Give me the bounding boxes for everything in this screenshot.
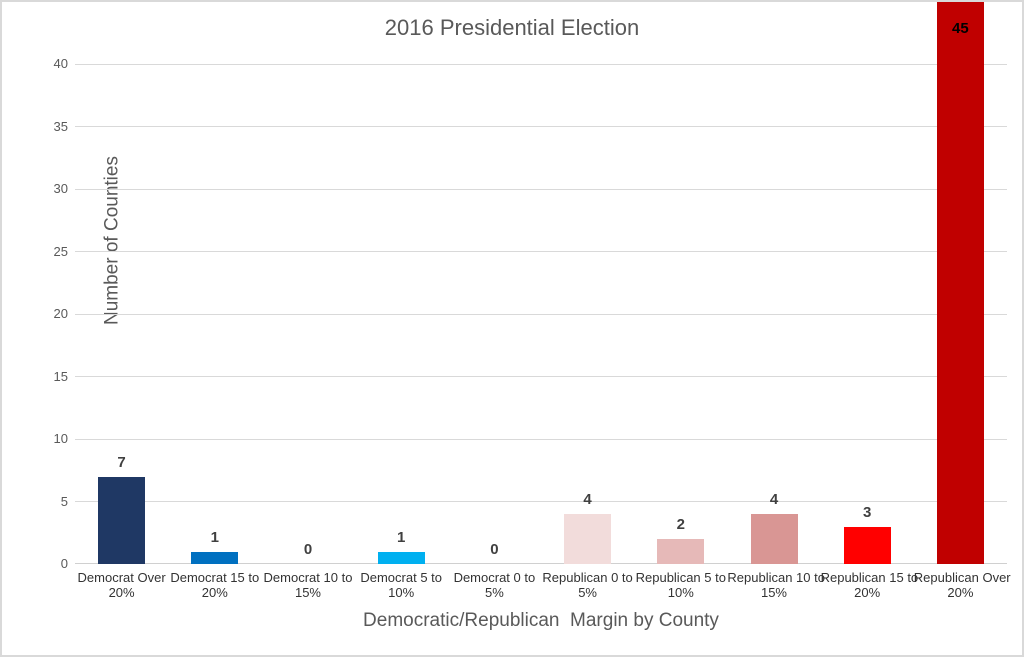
category-label: Republican 15 to 20% <box>820 570 919 600</box>
category-label-line: 20% <box>947 585 974 600</box>
category-label-line: Democrat 0 to <box>453 570 536 585</box>
category-label-line: 10% <box>388 585 415 600</box>
y-tick-label: 5 <box>60 493 68 509</box>
category-label-line: Republican 10 to <box>727 570 825 585</box>
y-tick-label: 15 <box>53 368 68 384</box>
bar-value-label: 1 <box>397 528 406 546</box>
bar <box>377 551 425 564</box>
x-axis-title: Democratic/Republican Margin by County <box>363 610 719 631</box>
y-tick-label: 40 <box>53 56 68 72</box>
bar <box>657 539 705 564</box>
category-label-line: 20% <box>854 585 881 600</box>
category-label-line: 5% <box>578 585 597 600</box>
category-label-line: Democrat 15 to <box>170 570 260 585</box>
bar <box>191 551 239 564</box>
y-tick-label: 20 <box>53 306 68 322</box>
category-label: Republican 0 to 5% <box>541 570 634 600</box>
category-label-line: Republican 5 to <box>635 570 726 585</box>
bar <box>564 514 612 564</box>
category-label-line: 15% <box>760 585 787 600</box>
bar <box>98 476 146 564</box>
y-tick-label: 30 <box>53 181 68 197</box>
bar <box>750 514 798 564</box>
gridline <box>75 126 1007 128</box>
category-label: Republican Over 20% <box>913 570 1011 600</box>
category-label: Democrat 10 to 15% <box>261 570 354 600</box>
y-tick-label: 35 <box>53 118 68 134</box>
bar <box>936 2 984 564</box>
gridline <box>75 501 1007 503</box>
category-label: Democrat Over 20% <box>75 570 168 600</box>
bar <box>843 526 891 564</box>
y-tick-label: 25 <box>53 243 68 259</box>
category-label-line: 5% <box>484 585 504 600</box>
y-tick-label: 0 <box>60 556 68 571</box>
category-label-line: 15% <box>294 585 321 600</box>
category-label: Democrat 0 to 5% <box>448 570 541 600</box>
bar-value-label: 3 <box>863 503 872 521</box>
bar-value-label: 0 <box>490 541 499 558</box>
gridline <box>75 188 1007 190</box>
bar-value-label: 4 <box>769 491 779 509</box>
category-label-line: Democrat 10 to <box>263 570 353 585</box>
bar-value-label: 45 <box>952 20 969 37</box>
y-tick-label: 10 <box>53 431 68 447</box>
gridline <box>75 313 1007 315</box>
category-label: Republican 10 to 15% <box>727 570 825 600</box>
category-label-line: Democrat Over <box>77 570 166 585</box>
bar-value-label: 2 <box>676 516 685 534</box>
category-label: Republican 5 to 10% <box>634 570 727 600</box>
chart-title: 2016 Presidential Election <box>384 15 640 40</box>
category-label-line: Democrat 5 to <box>360 570 443 585</box>
category-label-line: Republican 0 to <box>542 570 633 585</box>
category-label-line: 10% <box>667 585 694 600</box>
bar-value-label: 7 <box>117 453 126 471</box>
x-axis-line <box>75 563 1007 564</box>
gridline <box>75 376 1007 378</box>
bar-value-label: 0 <box>303 541 313 558</box>
gridline <box>75 251 1007 253</box>
category-label-line: Republican 15 to <box>820 570 919 585</box>
bar-value-label: 1 <box>210 528 219 546</box>
category-label: Democrat 5 to 10% <box>355 570 448 600</box>
plot-area: 7 1 0 1 0 4 2 4 3 45 <box>75 2 1007 564</box>
gridline <box>75 438 1007 440</box>
category-label: Democrat 15 to 20% <box>168 570 261 600</box>
category-label-line: Republican Over <box>913 570 1011 585</box>
category-label-line: 20% <box>108 585 135 600</box>
category-label-line: 20% <box>201 585 228 600</box>
bar-value-label: 4 <box>583 491 592 509</box>
gridline <box>75 63 1007 65</box>
